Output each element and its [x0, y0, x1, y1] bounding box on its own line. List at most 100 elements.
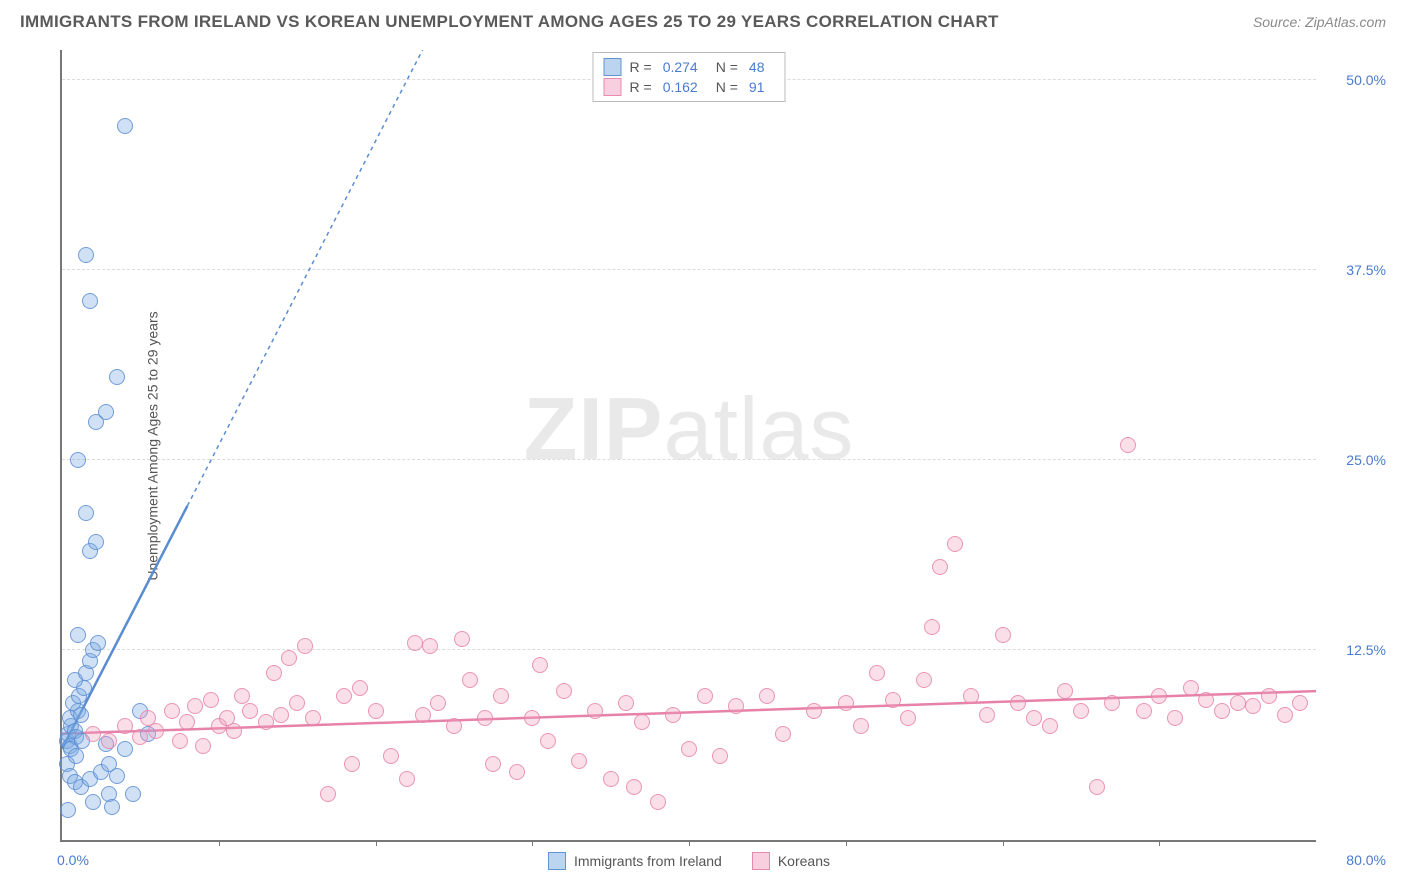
- scatter-point-koreans: [869, 665, 885, 681]
- scatter-point-koreans: [1104, 695, 1120, 711]
- scatter-point-ireland: [117, 118, 133, 134]
- x-tick: [1003, 840, 1004, 846]
- scatter-point-koreans: [916, 672, 932, 688]
- scatter-point-koreans: [995, 627, 1011, 643]
- scatter-point-koreans: [368, 703, 384, 719]
- scatter-point-koreans: [932, 559, 948, 575]
- scatter-point-ireland: [109, 369, 125, 385]
- legend-item-ireland: Immigrants from Ireland: [548, 852, 722, 870]
- stats-row-blue: R = 0.274 N = 48: [604, 57, 775, 77]
- legend-swatch-blue-icon: [548, 852, 566, 870]
- x-tick: [846, 840, 847, 846]
- scatter-point-ireland: [90, 635, 106, 651]
- scatter-point-koreans: [634, 714, 650, 730]
- chart-container: ZIPatlas 12.5%25.0%37.5%50.0% R = 0.274 …: [60, 50, 1316, 842]
- gridline: 37.5%: [62, 269, 1316, 270]
- bottom-legend: Immigrants from Ireland Koreans: [548, 852, 830, 870]
- scatter-point-koreans: [415, 707, 431, 723]
- scatter-point-koreans: [352, 680, 368, 696]
- scatter-point-koreans: [532, 657, 548, 673]
- scatter-point-koreans: [603, 771, 619, 787]
- scatter-point-ireland: [109, 768, 125, 784]
- scatter-point-koreans: [626, 779, 642, 795]
- scatter-point-koreans: [1136, 703, 1152, 719]
- scatter-point-koreans: [1057, 683, 1073, 699]
- scatter-point-koreans: [681, 741, 697, 757]
- scatter-point-koreans: [164, 703, 180, 719]
- scatter-point-koreans: [1230, 695, 1246, 711]
- scatter-point-koreans: [1167, 710, 1183, 726]
- y-tick-label: 25.0%: [1346, 452, 1386, 468]
- scatter-point-koreans: [1026, 710, 1042, 726]
- stats-row-pink: R = 0.162 N = 91: [604, 77, 775, 97]
- scatter-point-koreans: [556, 683, 572, 699]
- swatch-pink-icon: [604, 78, 622, 96]
- scatter-point-koreans: [665, 707, 681, 723]
- scatter-point-koreans: [454, 631, 470, 647]
- gridline: 12.5%: [62, 649, 1316, 650]
- scatter-point-koreans: [399, 771, 415, 787]
- scatter-point-koreans: [712, 748, 728, 764]
- scatter-point-koreans: [571, 753, 587, 769]
- scatter-point-koreans: [203, 692, 219, 708]
- scatter-point-ireland: [78, 247, 94, 263]
- scatter-point-koreans: [524, 710, 540, 726]
- y-tick-label: 37.5%: [1346, 262, 1386, 278]
- scatter-point-koreans: [1042, 718, 1058, 734]
- scatter-point-koreans: [422, 638, 438, 654]
- scatter-point-koreans: [1120, 437, 1136, 453]
- y-tick-label: 12.5%: [1346, 642, 1386, 658]
- scatter-point-koreans: [1198, 692, 1214, 708]
- scatter-point-koreans: [1245, 698, 1261, 714]
- scatter-point-ireland: [98, 404, 114, 420]
- scatter-point-koreans: [853, 718, 869, 734]
- scatter-point-ireland: [104, 799, 120, 815]
- plot-area: ZIPatlas 12.5%25.0%37.5%50.0% R = 0.274 …: [60, 50, 1316, 842]
- scatter-point-koreans: [1292, 695, 1308, 711]
- scatter-point-koreans: [85, 726, 101, 742]
- scatter-point-koreans: [493, 688, 509, 704]
- x-tick: [532, 840, 533, 846]
- scatter-point-koreans: [132, 729, 148, 745]
- scatter-point-koreans: [485, 756, 501, 772]
- scatter-point-koreans: [148, 723, 164, 739]
- legend-item-koreans: Koreans: [752, 852, 830, 870]
- scatter-point-koreans: [242, 703, 258, 719]
- scatter-point-ireland: [73, 707, 89, 723]
- x-end-label: 80.0%: [1346, 852, 1386, 868]
- scatter-point-koreans: [728, 698, 744, 714]
- scatter-point-koreans: [509, 764, 525, 780]
- scatter-point-koreans: [344, 756, 360, 772]
- scatter-point-koreans: [650, 794, 666, 810]
- scatter-point-koreans: [430, 695, 446, 711]
- chart-header: IMMIGRANTS FROM IRELAND VS KOREAN UNEMPL…: [0, 0, 1406, 40]
- scatter-point-koreans: [587, 703, 603, 719]
- scatter-point-koreans: [305, 710, 321, 726]
- scatter-point-ireland: [125, 786, 141, 802]
- scatter-point-ireland: [60, 802, 76, 818]
- scatter-point-koreans: [963, 688, 979, 704]
- scatter-point-koreans: [885, 692, 901, 708]
- scatter-point-koreans: [407, 635, 423, 651]
- scatter-point-koreans: [979, 707, 995, 723]
- stats-box: R = 0.274 N = 48 R = 0.162 N = 91: [593, 52, 786, 102]
- x-tick: [1159, 840, 1160, 846]
- scatter-point-koreans: [179, 714, 195, 730]
- y-tick-label: 50.0%: [1346, 72, 1386, 88]
- scatter-point-koreans: [697, 688, 713, 704]
- scatter-point-koreans: [281, 650, 297, 666]
- scatter-point-koreans: [947, 536, 963, 552]
- scatter-point-koreans: [1277, 707, 1293, 723]
- scatter-point-koreans: [1089, 779, 1105, 795]
- scatter-point-ireland: [88, 534, 104, 550]
- scatter-point-koreans: [101, 733, 117, 749]
- swatch-blue-icon: [604, 58, 622, 76]
- scatter-point-ireland: [70, 627, 86, 643]
- legend-swatch-pink-icon: [752, 852, 770, 870]
- scatter-point-koreans: [1073, 703, 1089, 719]
- scatter-point-koreans: [1214, 703, 1230, 719]
- scatter-point-koreans: [1010, 695, 1026, 711]
- scatter-point-koreans: [477, 710, 493, 726]
- chart-source: Source: ZipAtlas.com: [1253, 14, 1386, 30]
- scatter-point-koreans: [759, 688, 775, 704]
